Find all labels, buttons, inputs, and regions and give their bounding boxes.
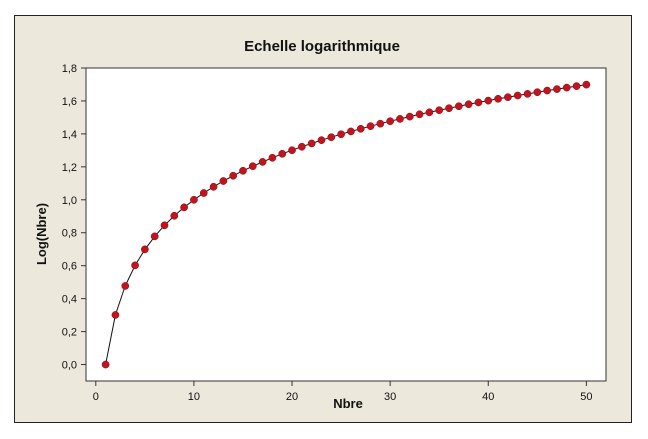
data-point — [582, 80, 591, 89]
y-tick-label: 0,0 — [62, 360, 77, 372]
y-tick-label: 0,6 — [62, 261, 77, 273]
data-point — [572, 82, 581, 90]
data-point — [317, 136, 326, 145]
chart-svg: Echelle logarithmique 0,0 0,2 0,4 0,6 0,8 1,0… — [34, 38, 607, 411]
y-tick-label: 0,4 — [62, 294, 77, 306]
y-tick-label: 1,0 — [62, 195, 77, 207]
data-point — [386, 117, 395, 126]
series-markers — [101, 80, 591, 369]
data-point — [405, 112, 414, 121]
data-point — [101, 360, 110, 369]
plot-area — [85, 67, 607, 382]
data-point — [199, 189, 208, 197]
data-point — [337, 130, 345, 139]
data-point — [523, 90, 532, 98]
data-point — [170, 211, 179, 220]
data-point — [111, 311, 120, 319]
data-point — [454, 102, 463, 111]
x-tick-label: 20 — [286, 391, 298, 403]
data-point — [543, 86, 551, 95]
y-tick-label: 1,2 — [62, 162, 77, 174]
data-point — [533, 88, 542, 97]
data-point — [562, 83, 571, 92]
x-axis: 0 10 20 30 40 50 — [93, 381, 593, 403]
data-point — [248, 162, 257, 171]
x-tick-label: 50 — [580, 391, 592, 403]
data-point — [209, 182, 218, 191]
data-point — [553, 85, 561, 93]
data-point — [396, 115, 404, 123]
data-point — [180, 203, 188, 212]
data-point — [278, 149, 287, 158]
data-point — [258, 158, 267, 166]
data-point — [141, 245, 149, 254]
data-point — [415, 110, 424, 119]
x-axis-title: Nbre — [333, 396, 363, 411]
data-point — [150, 232, 159, 241]
data-point — [239, 166, 247, 175]
data-point — [219, 177, 228, 185]
y-axis-title: Log(Nbre) — [34, 203, 49, 265]
data-point — [494, 94, 502, 103]
data-point — [297, 142, 306, 151]
x-tick-label: 30 — [384, 391, 396, 403]
y-tick-label: 1,8 — [62, 63, 77, 75]
y-tick-label: 0,2 — [62, 327, 77, 339]
data-point — [268, 153, 277, 162]
chart-frame: Echelle logarithmique 0,0 0,2 0,4 0,6 0,8 1,0… — [14, 15, 632, 423]
data-point — [435, 106, 444, 115]
data-point — [347, 127, 355, 136]
data-point — [229, 171, 238, 180]
x-tick-label: 40 — [482, 391, 494, 403]
data-point — [366, 122, 375, 131]
data-point — [131, 261, 139, 270]
y-tick-label: 1,6 — [62, 96, 77, 108]
x-tick-label: 10 — [188, 391, 200, 403]
data-point — [376, 119, 385, 128]
data-point — [356, 124, 365, 133]
data-point — [288, 146, 296, 155]
data-point — [190, 195, 198, 204]
data-point — [474, 98, 483, 107]
y-tick-label: 1,4 — [62, 129, 77, 141]
y-axis: 0,0 0,2 0,4 0,6 0,8 1,0 1,2 1,4 1,6 1,8 — [62, 63, 86, 372]
chart-title: Echelle logarithmique — [244, 38, 400, 55]
data-point — [464, 100, 473, 109]
data-point — [307, 139, 316, 148]
y-tick-label: 0,8 — [62, 228, 77, 240]
data-point — [445, 104, 453, 113]
data-point — [513, 91, 522, 100]
data-point — [484, 96, 493, 105]
data-point — [327, 133, 336, 142]
data-point — [121, 282, 130, 290]
data-point — [425, 108, 434, 117]
x-tick-label: 0 — [93, 391, 99, 403]
data-point — [160, 221, 169, 230]
data-point — [504, 93, 512, 102]
